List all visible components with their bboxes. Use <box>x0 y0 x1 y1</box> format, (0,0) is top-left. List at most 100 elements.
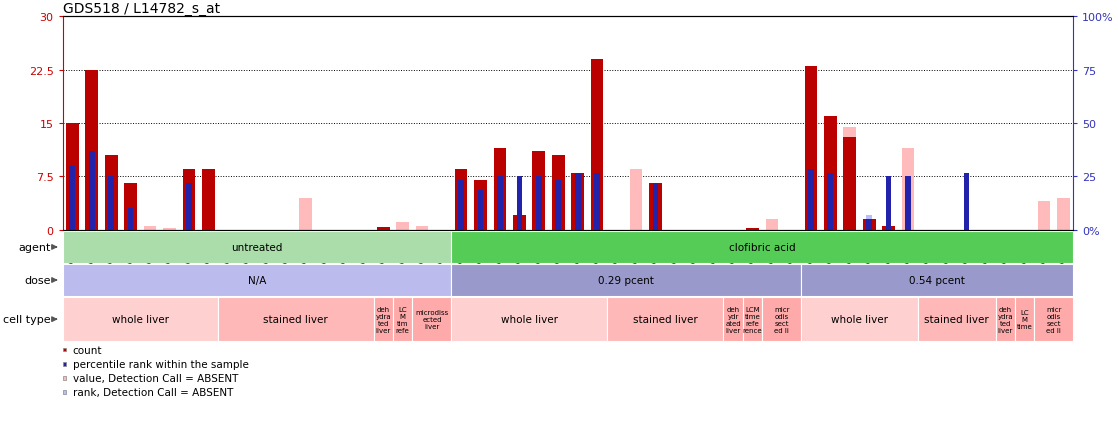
Bar <box>517 177 522 230</box>
Text: untreated: untreated <box>231 243 283 252</box>
Bar <box>397 223 409 230</box>
Text: rank, Detection Call = ABSENT: rank, Detection Call = ABSENT <box>73 387 233 397</box>
Bar <box>474 181 486 230</box>
Bar <box>105 156 117 230</box>
Text: deh
ydr
ated
liver: deh ydr ated liver <box>726 306 741 333</box>
Bar <box>742 298 762 341</box>
Text: stained liver: stained liver <box>264 315 329 324</box>
Bar <box>513 216 525 230</box>
Bar <box>843 138 856 230</box>
Bar <box>650 184 662 230</box>
Bar <box>63 391 66 394</box>
Bar <box>494 166 506 230</box>
Text: micr
odis
sect
ed li: micr odis sect ed li <box>774 306 789 333</box>
Bar <box>452 298 607 341</box>
Bar <box>89 152 95 230</box>
Bar <box>863 220 875 230</box>
Bar <box>1015 298 1034 341</box>
Text: microdiss
ected
liver: microdiss ected liver <box>415 309 448 329</box>
Bar <box>127 209 133 230</box>
Bar <box>532 152 546 230</box>
Bar <box>63 376 66 380</box>
Text: dose: dose <box>23 276 50 285</box>
Bar <box>416 227 428 230</box>
Bar <box>747 229 759 230</box>
Bar <box>1038 202 1051 230</box>
Text: stained liver: stained liver <box>925 315 989 324</box>
Text: whole liver: whole liver <box>831 315 888 324</box>
Text: micr
odis
sect
ed li: micr odis sect ed li <box>1046 306 1062 333</box>
Bar <box>590 60 604 230</box>
Text: deh
ydra
ted
liver: deh ydra ted liver <box>997 306 1013 333</box>
Bar <box>552 156 565 230</box>
Bar <box>63 348 66 352</box>
Bar <box>723 298 742 341</box>
Bar <box>536 177 541 230</box>
Bar <box>1058 198 1070 230</box>
Text: whole liver: whole liver <box>501 315 558 324</box>
Bar <box>808 170 814 230</box>
Bar <box>571 173 584 230</box>
Text: 0.54 pcent: 0.54 pcent <box>909 276 965 285</box>
Bar <box>629 170 642 230</box>
Bar <box>902 148 915 230</box>
Text: deh
ydra
ted
liver: deh ydra ted liver <box>376 306 391 333</box>
Bar <box>575 173 580 230</box>
Bar <box>163 229 176 230</box>
Bar <box>882 227 894 230</box>
Bar <box>824 117 836 230</box>
Bar <box>805 67 817 230</box>
Text: whole liver: whole liver <box>112 315 169 324</box>
Bar <box>766 220 778 230</box>
Bar <box>556 181 561 230</box>
Bar <box>762 298 802 341</box>
Bar <box>182 170 196 230</box>
Bar <box>866 220 872 230</box>
Bar <box>66 124 78 230</box>
Bar <box>843 127 856 230</box>
Bar <box>85 71 98 230</box>
Bar <box>455 170 467 230</box>
Text: value, Detection Call = ABSENT: value, Detection Call = ABSENT <box>73 373 238 383</box>
Text: N/A: N/A <box>248 276 266 285</box>
Bar <box>69 166 75 230</box>
Bar <box>802 265 1073 296</box>
Bar <box>595 173 600 230</box>
Bar <box>452 232 1073 263</box>
Bar <box>63 232 452 263</box>
Bar <box>1034 298 1073 341</box>
Text: LCM
time
refe
rence: LCM time refe rence <box>742 306 762 333</box>
Text: percentile rank within the sample: percentile rank within the sample <box>73 359 248 369</box>
Bar <box>653 184 659 230</box>
Text: LC
M
time: LC M time <box>1016 309 1033 329</box>
Bar <box>186 184 192 230</box>
Text: count: count <box>73 345 102 355</box>
Bar <box>377 228 389 230</box>
Text: cell type: cell type <box>3 315 50 324</box>
Bar <box>607 298 723 341</box>
Bar <box>885 177 891 230</box>
Bar <box>63 298 218 341</box>
Bar <box>906 177 911 230</box>
Bar <box>124 184 136 230</box>
Bar <box>202 170 215 230</box>
Bar <box>144 227 157 230</box>
Bar <box>452 265 802 296</box>
Bar <box>300 198 312 230</box>
Text: GDS518 / L14782_s_at: GDS518 / L14782_s_at <box>63 2 220 16</box>
Text: stained liver: stained liver <box>633 315 698 324</box>
Bar <box>63 265 452 296</box>
Bar <box>477 191 483 230</box>
Text: clofibric acid: clofibric acid <box>729 243 796 252</box>
Bar <box>63 362 66 366</box>
Bar <box>827 173 833 230</box>
Bar <box>413 298 452 341</box>
Bar <box>802 298 918 341</box>
Text: LC
M
tim
refe: LC M tim refe <box>396 306 409 333</box>
Bar <box>866 216 872 230</box>
Bar <box>458 181 464 230</box>
Bar <box>494 148 506 230</box>
Text: agent: agent <box>18 243 50 252</box>
Bar <box>373 298 394 341</box>
Text: 0.29 pcent: 0.29 pcent <box>598 276 654 285</box>
